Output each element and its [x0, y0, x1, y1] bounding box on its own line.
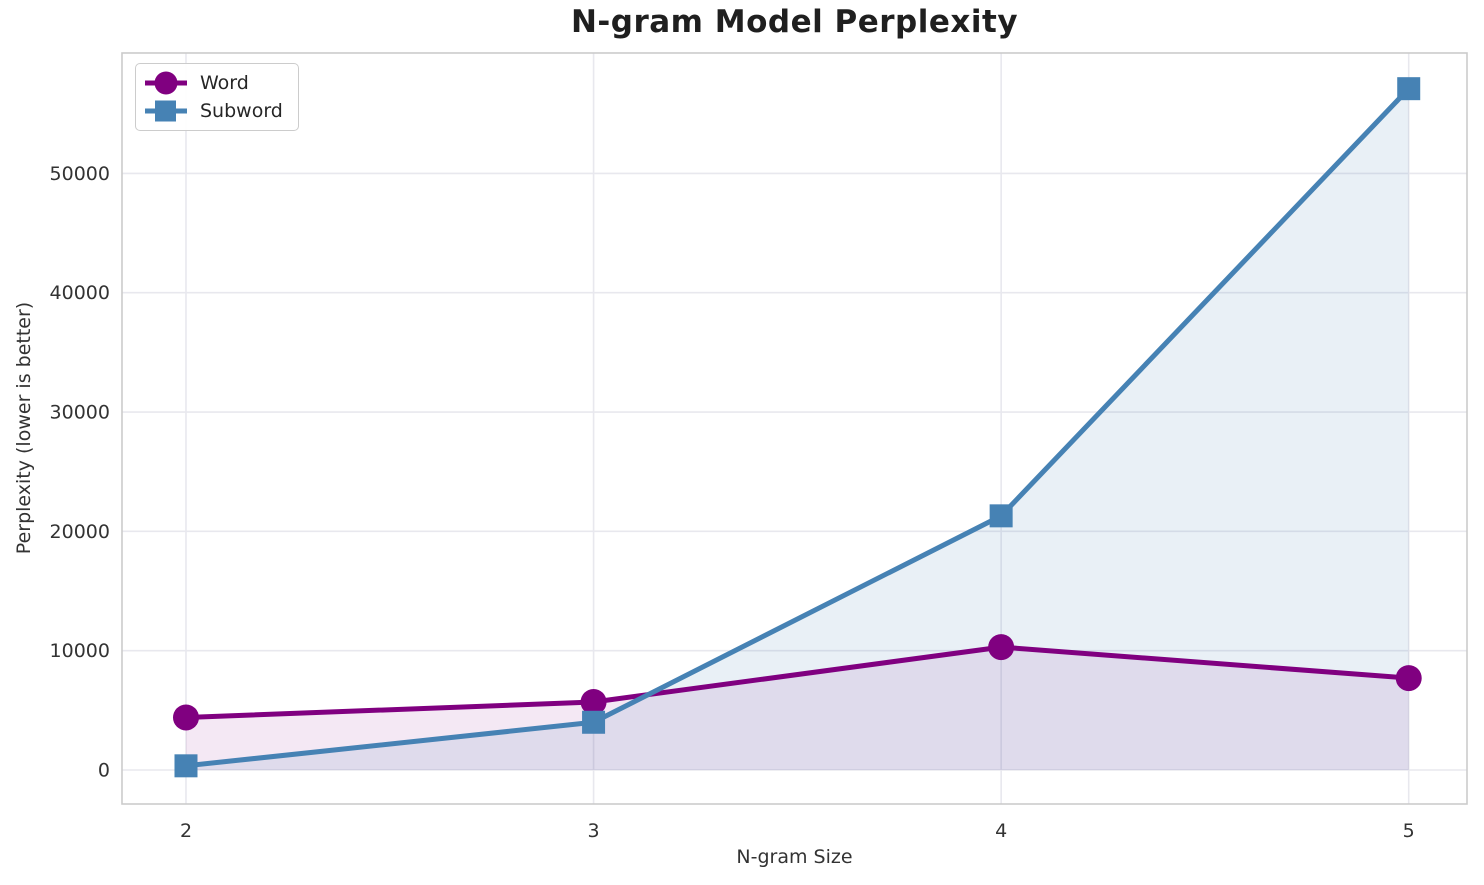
y-tick-label: 10000 — [50, 640, 110, 662]
subword-area-fill — [185, 88, 1409, 770]
legend: Word Subword — [135, 63, 299, 131]
y-tick-label: 0 — [98, 759, 110, 781]
legend-label-subword: Subword — [200, 100, 283, 122]
word-data-point-marker — [580, 688, 607, 715]
subword-line — [183, 86, 1412, 769]
legend-item-subword: Subword — [142, 98, 288, 124]
x-tick-label: 5 — [1403, 820, 1415, 842]
subword-series-square-marker-icon — [145, 100, 187, 122]
y-tick-label: 50000 — [50, 163, 110, 185]
legend-item-word: Word — [142, 70, 288, 96]
legend-label-word: Word — [200, 72, 249, 94]
subword-data-point-marker — [174, 754, 198, 778]
x-axis-label: N-gram Size — [736, 846, 853, 868]
y-tick-label: 40000 — [50, 282, 110, 304]
word-area-fill — [185, 647, 1409, 770]
x-tick-label: 2 — [180, 820, 192, 842]
word-series-circle-marker-icon — [145, 71, 187, 95]
subword-data-point-marker — [989, 504, 1013, 528]
word-line — [183, 644, 1412, 720]
subword-data-point-marker — [1397, 77, 1421, 101]
word-data-point-marker — [1395, 665, 1422, 692]
subword-data-point-marker — [582, 710, 606, 734]
plot-border — [121, 52, 1468, 805]
word-data-point-marker — [988, 634, 1015, 661]
chart-title: N-gram Model Perplexity — [570, 4, 1019, 40]
y-tick-label: 30000 — [50, 402, 110, 424]
x-tick-label: 4 — [995, 820, 1007, 842]
y-tick-label: 20000 — [50, 521, 110, 543]
word-data-point-marker — [172, 704, 199, 731]
y-axis-label: Perplexity (lower is better) — [13, 301, 35, 555]
x-tick-label: 3 — [588, 820, 600, 842]
